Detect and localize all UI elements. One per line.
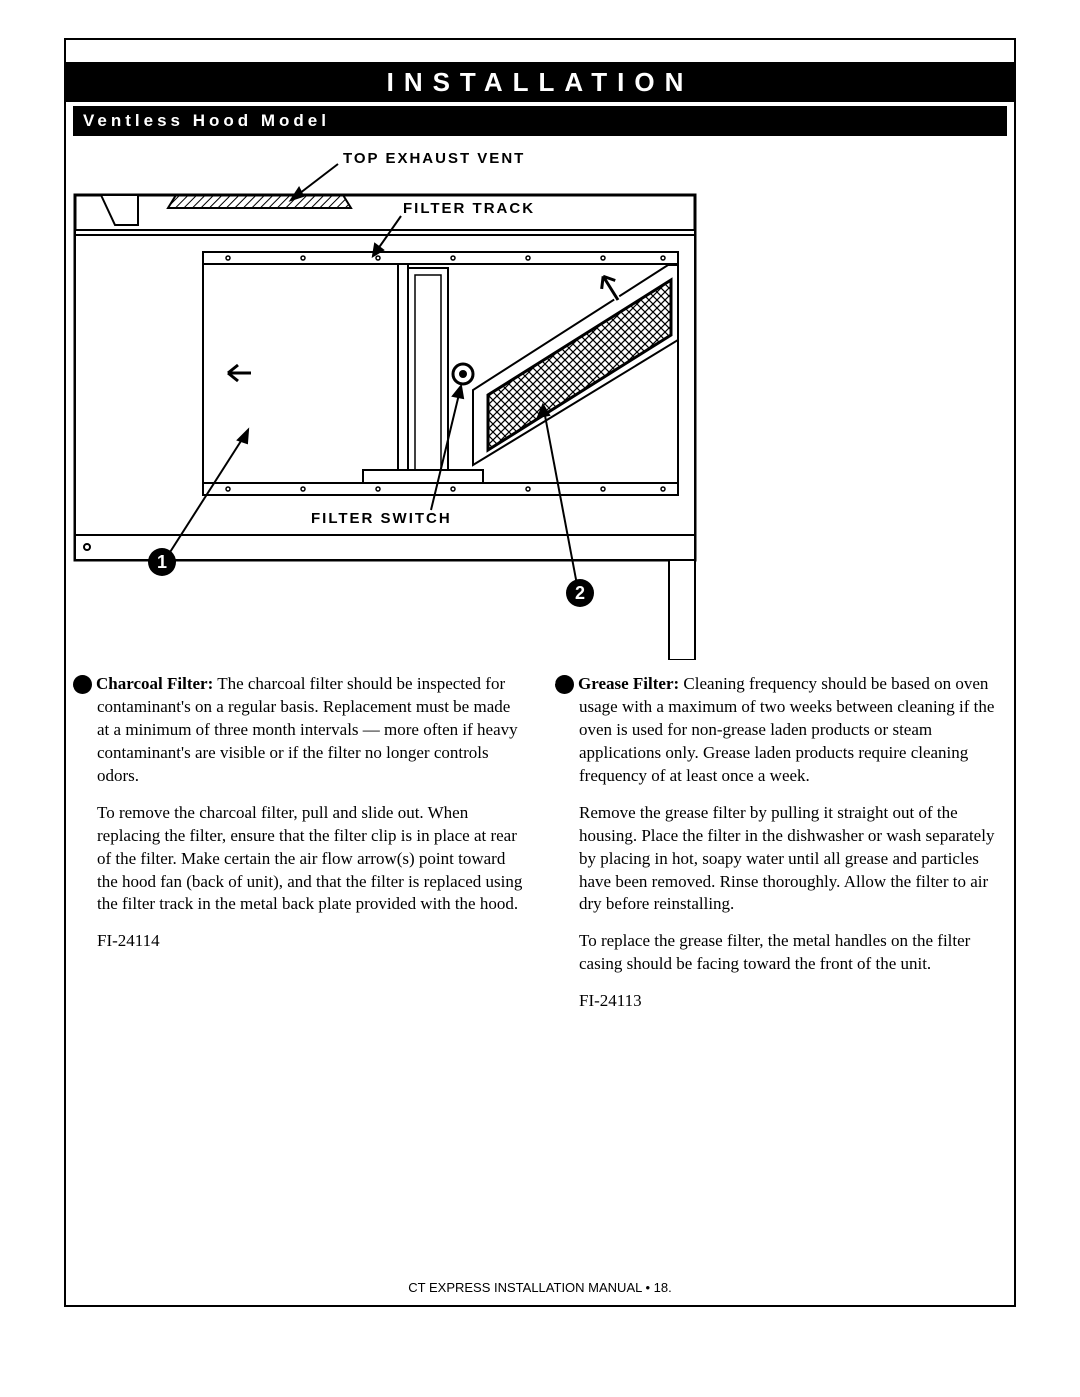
subtitle-bar: Ventless Hood Model: [73, 106, 1007, 136]
col2-para2: Remove the grease filter by pulling it s…: [555, 802, 1007, 917]
label-top-exhaust: TOP EXHAUST VENT: [343, 150, 525, 167]
page-footer: CT EXPRESS INSTALLATION MANUAL • 18.: [0, 1280, 1080, 1295]
title-bar: INSTALLATION: [64, 62, 1016, 102]
col2-para3: To replace the grease filter, the metal …: [555, 930, 1007, 976]
diagram: TOP EXHAUST VENT FILTER TRACK FILTER SWI…: [73, 140, 1007, 660]
callout-1: 1: [148, 548, 176, 576]
bullet-1-icon: 1: [73, 675, 92, 694]
bullet-2-icon: 2: [555, 675, 574, 694]
callout-2: 2: [566, 579, 594, 607]
label-filter-switch: FILTER SWITCH: [311, 510, 452, 527]
label-filter-track: FILTER TRACK: [403, 200, 535, 217]
col1-para2: To remove the charcoal filter, pull and …: [73, 802, 525, 917]
col1-para1: 1Charcoal Filter: The charcoal filter sh…: [73, 673, 525, 788]
column-1: 1Charcoal Filter: The charcoal filter sh…: [73, 673, 525, 1027]
body-columns: 1Charcoal Filter: The charcoal filter sh…: [73, 673, 1007, 1027]
hood-diagram-svg: [73, 140, 1007, 660]
col2-part: FI-24113: [555, 990, 1007, 1013]
col2-lead-title: Grease Filter:: [578, 674, 679, 693]
col1-lead-title: Charcoal Filter:: [96, 674, 213, 693]
col1-part: FI-24114: [73, 930, 525, 953]
col2-para1: 2Grease Filter: Cleaning frequency shoul…: [555, 673, 1007, 788]
column-2: 2Grease Filter: Cleaning frequency shoul…: [555, 673, 1007, 1027]
